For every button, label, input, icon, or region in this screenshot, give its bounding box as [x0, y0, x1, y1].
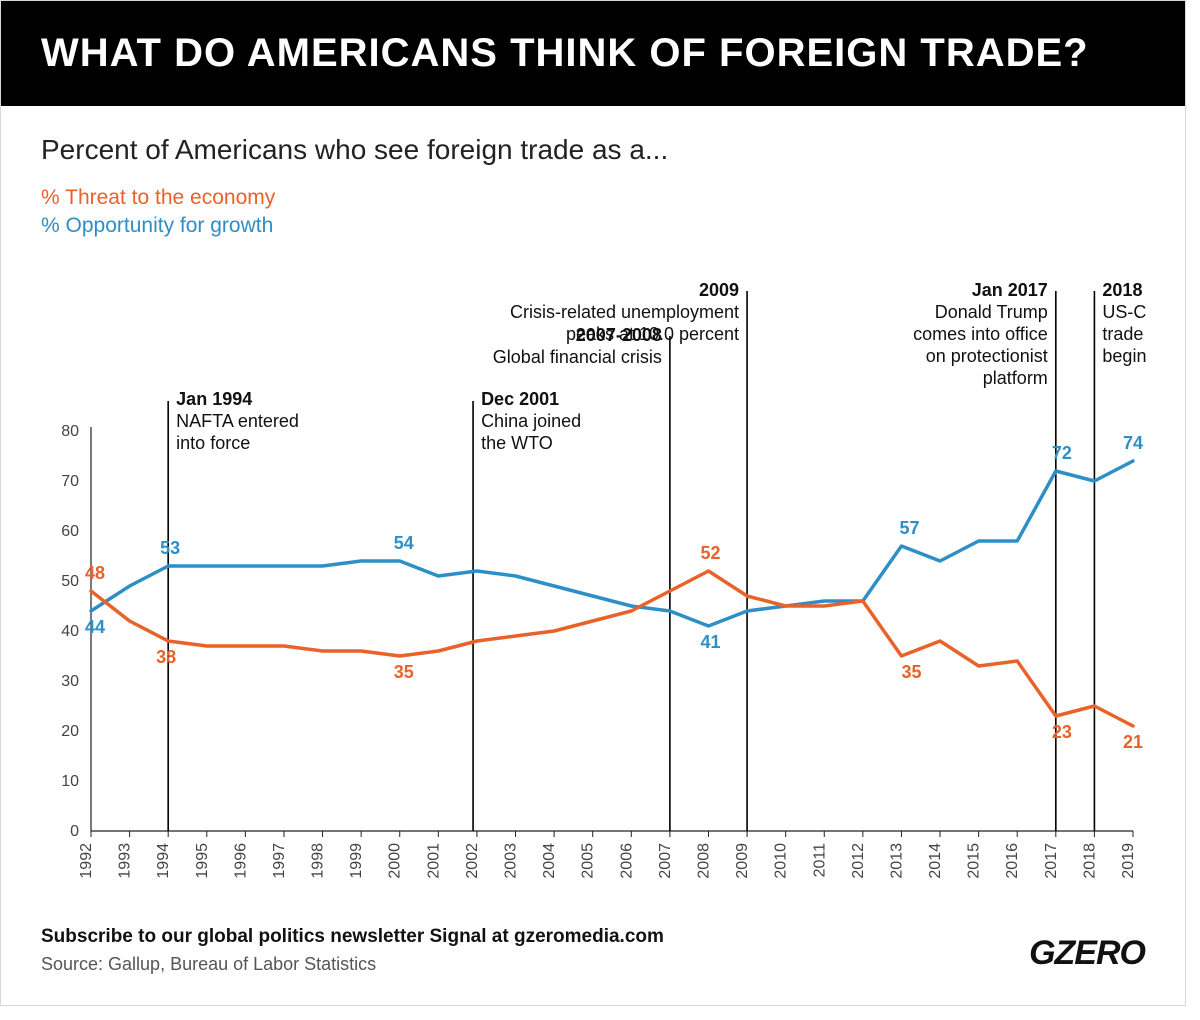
svg-text:2004: 2004: [541, 843, 558, 879]
svg-text:74: 74: [1123, 433, 1143, 453]
svg-text:2015: 2015: [966, 843, 983, 879]
svg-text:21: 21: [1123, 732, 1143, 752]
svg-text:2000: 2000: [387, 843, 404, 879]
svg-text:35: 35: [394, 662, 414, 682]
svg-text:2009: 2009: [734, 843, 751, 879]
svg-text:30: 30: [61, 673, 79, 690]
svg-text:54: 54: [394, 533, 414, 553]
svg-text:1997: 1997: [271, 843, 288, 879]
svg-text:48: 48: [85, 563, 105, 583]
footer: Subscribe to our global politics newslet…: [41, 926, 1145, 975]
page-title: WHAT DO AMERICANS THINK OF FOREIGN TRADE…: [41, 31, 1089, 75]
svg-text:35: 35: [901, 662, 921, 682]
svg-text:23: 23: [1052, 722, 1072, 742]
svg-text:2016: 2016: [1004, 843, 1021, 879]
svg-text:Dec 2001China joinedthe WTO: Dec 2001China joinedthe WTO: [481, 389, 581, 453]
svg-text:41: 41: [700, 632, 720, 652]
svg-text:2018: 2018: [1081, 843, 1098, 879]
source-text: Source: Gallup, Bureau of Labor Statisti…: [41, 954, 1145, 975]
svg-text:20: 20: [61, 723, 79, 740]
svg-text:Jan 2017Donald Trumpcomes into: Jan 2017Donald Trumpcomes into officeon …: [913, 281, 1048, 388]
svg-text:44: 44: [85, 617, 105, 637]
svg-text:2008: 2008: [695, 843, 712, 879]
svg-text:1995: 1995: [194, 843, 211, 879]
svg-text:38: 38: [156, 647, 176, 667]
svg-text:10: 10: [61, 773, 79, 790]
svg-text:2018US-Chinatrade warbegins: 2018US-Chinatrade warbegins: [1102, 281, 1147, 366]
svg-text:2002: 2002: [464, 843, 481, 879]
svg-text:0: 0: [70, 823, 79, 840]
svg-text:1992: 1992: [78, 843, 95, 879]
svg-text:52: 52: [700, 543, 720, 563]
subscribe-text: Subscribe to our global politics newslet…: [41, 926, 1145, 948]
svg-text:2005: 2005: [580, 843, 597, 879]
svg-text:2014: 2014: [927, 843, 944, 879]
svg-text:60: 60: [61, 523, 79, 540]
svg-text:72: 72: [1052, 443, 1072, 463]
brand-logo: GZERO: [1029, 934, 1145, 973]
svg-text:80: 80: [61, 423, 79, 440]
subtitle: Percent of Americans who see foreign tra…: [1, 106, 1185, 176]
svg-text:1996: 1996: [232, 843, 249, 879]
svg-text:2019: 2019: [1120, 843, 1137, 879]
svg-text:2012: 2012: [850, 843, 867, 879]
svg-text:Jan 1994NAFTA enteredinto forc: Jan 1994NAFTA enteredinto force: [176, 389, 299, 453]
svg-text:2011: 2011: [811, 843, 828, 878]
svg-text:53: 53: [160, 538, 180, 558]
svg-text:1998: 1998: [310, 843, 327, 879]
svg-text:2009Crisis-related unemploymen: 2009Crisis-related unemploymentpeaks at …: [510, 281, 739, 344]
svg-text:57: 57: [899, 518, 919, 538]
svg-text:40: 40: [61, 623, 79, 640]
svg-text:70: 70: [61, 473, 79, 490]
legend: % Threat to the economy % Opportunity fo…: [1, 176, 1185, 241]
svg-text:2010: 2010: [773, 843, 790, 879]
svg-text:2017: 2017: [1043, 843, 1060, 879]
legend-opportunity: % Opportunity for growth: [41, 212, 1145, 240]
svg-text:1993: 1993: [117, 843, 134, 879]
svg-text:1994: 1994: [155, 843, 172, 879]
svg-text:2007: 2007: [657, 843, 674, 879]
line-chart: 0 10 20 30 40 50 60 70 80 1992 1993 1994 1995 1996 199…: [41, 281, 1147, 887]
chart-area: 0 10 20 30 40 50 60 70 80 1992 1993 1994 1995 1996 199…: [41, 281, 1145, 885]
svg-text:2001: 2001: [425, 843, 442, 879]
svg-text:2013: 2013: [888, 843, 905, 879]
legend-threat: % Threat to the economy: [41, 184, 1145, 212]
title-bar: WHAT DO AMERICANS THINK OF FOREIGN TRADE…: [1, 1, 1185, 106]
infographic-frame: WHAT DO AMERICANS THINK OF FOREIGN TRADE…: [0, 0, 1186, 1006]
svg-text:50: 50: [61, 573, 79, 590]
svg-text:2006: 2006: [618, 843, 635, 879]
svg-text:1999: 1999: [348, 843, 365, 879]
svg-text:2003: 2003: [503, 843, 520, 879]
